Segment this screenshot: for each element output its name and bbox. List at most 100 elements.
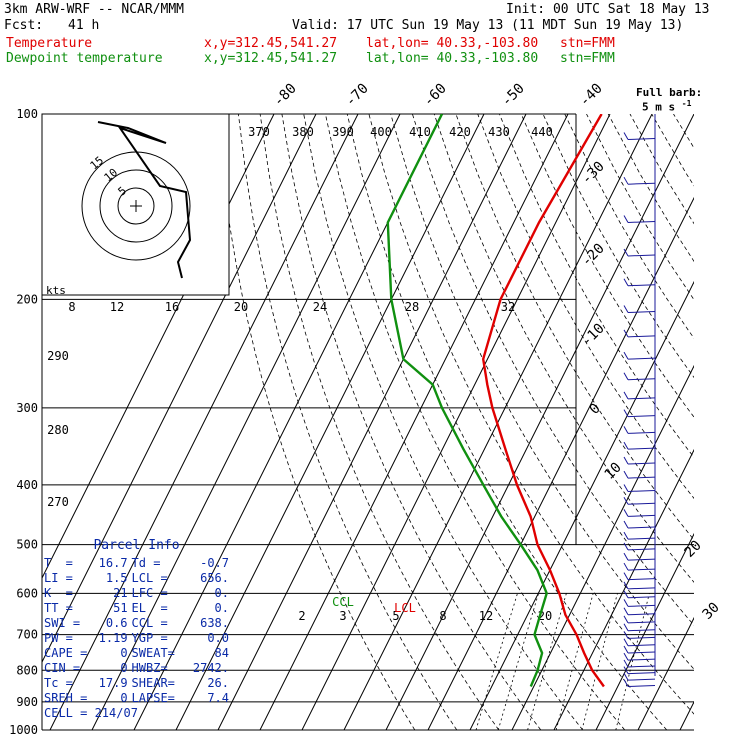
wind-barb-flag — [623, 542, 629, 551]
wind-barb-flag — [623, 391, 629, 400]
parcel-value: 0 — [120, 691, 128, 705]
forecast-label: Fcst: — [4, 18, 44, 33]
dry-adiabat-line — [325, 114, 626, 730]
wind-barb — [627, 644, 656, 647]
wind-barb-flag — [623, 509, 629, 517]
wind-barb — [627, 587, 656, 590]
wind-barb — [627, 678, 656, 681]
isotherm-line — [91, 114, 401, 730]
wind-barb-flag — [623, 520, 629, 529]
theta-label: 280 — [47, 423, 69, 437]
wind-barb-flag — [623, 426, 629, 434]
isotherm-label: -80 — [271, 81, 300, 110]
parcel-value: 656. — [200, 571, 229, 585]
parcel-label: SWI = — [44, 616, 81, 630]
theta-label: 380 — [292, 125, 314, 139]
isotherm-line — [511, 364, 694, 730]
parcel-label: CCL = — [131, 616, 168, 630]
wind-barb — [627, 335, 656, 338]
hodograph-ring — [117, 187, 155, 225]
speed-tick-label: 24 — [313, 300, 327, 314]
wind-barb — [627, 629, 656, 632]
wind-barb-flag — [623, 672, 629, 681]
isotherm-label: 10 — [602, 460, 625, 483]
theta-label: 420 — [449, 125, 471, 139]
parcel-info-title: Parcel Info — [93, 538, 180, 553]
wind-barb — [627, 514, 656, 517]
wind-barb — [627, 182, 656, 185]
parcel-label: SHEAR= — [131, 676, 175, 690]
isotherm-line — [722, 114, 740, 730]
parcel-value: -0.7 — [200, 556, 229, 570]
parcel-label: K = — [44, 586, 73, 600]
parcel-row: PW = 1.19 YGP = 0.0 — [44, 631, 229, 646]
theta-label: 390 — [332, 125, 354, 139]
wind-barb — [627, 672, 656, 675]
dry-adiabat-line — [368, 114, 694, 715]
isotherm-label: -50 — [499, 81, 528, 110]
wind-barb — [627, 578, 656, 581]
mixing-ratio-label: 2 — [298, 609, 305, 623]
wind-barb-flag — [623, 552, 629, 561]
theta-label: 370 — [248, 125, 270, 139]
barb-legend-exponent: -1 — [681, 99, 692, 108]
wind-barb — [627, 665, 656, 668]
parcel-row: CIN = 0 HWBZ= 2742. — [44, 661, 229, 676]
isotherm-line — [49, 114, 359, 730]
parcel-label: YGP = — [131, 631, 168, 645]
wind-barb-flag — [623, 470, 629, 479]
wind-barb — [627, 378, 656, 381]
temperature-legend: Temperature — [6, 36, 93, 51]
barb-legend-value: 5 m s -1 — [642, 97, 691, 115]
wind-barb — [627, 621, 656, 624]
hodograph-trace — [97, 121, 192, 279]
wind-barb — [627, 526, 656, 529]
wind-barb-flag — [623, 329, 629, 338]
isotherm-line — [427, 196, 694, 730]
theta-label: 270 — [47, 495, 69, 509]
parcel-label: Td = — [131, 556, 161, 570]
isotherm-line — [259, 114, 569, 730]
speed-tick-label: 16 — [165, 300, 179, 314]
model-title: 3km ARW-WRF -- NCAR/MMM — [4, 2, 185, 17]
wind-barb-flag — [623, 351, 629, 360]
wind-barb — [627, 651, 656, 654]
dewpoint-legend: Dewpoint temperature — [6, 51, 163, 66]
ccl-annotation: CCL — [332, 595, 354, 609]
wind-barb — [627, 613, 656, 616]
speed-tick-label: 12 — [110, 300, 124, 314]
isotherm-label: -30 — [579, 159, 608, 188]
speed-tick-label: 28 — [405, 300, 419, 314]
isotherm-label: -40 — [577, 81, 606, 110]
wind-barb-flag — [623, 248, 629, 257]
parcel-row: SREH = 0 LAPSE= 7.4 — [44, 691, 229, 706]
forecast-hour: 41 h — [68, 18, 100, 33]
temperature-profile — [481, 114, 605, 688]
parcel-value: 1.19 — [98, 631, 128, 645]
dry-adiabat-line — [238, 114, 458, 730]
speed-tick-label: 8 — [68, 300, 75, 314]
wind-barb-flag — [623, 631, 629, 639]
isotherm-label: 20 — [682, 538, 705, 561]
parcel-value: 0.6 — [105, 616, 128, 630]
wind-barb-flag — [623, 441, 629, 450]
isotherm-label: 0 — [587, 401, 604, 418]
pressure-label: 1000 — [9, 723, 38, 737]
parcel-label: PW = — [44, 631, 73, 645]
parcel-value: 84 — [214, 646, 229, 660]
dry-adiabat-line — [303, 114, 584, 730]
parcel-value: 0. — [214, 586, 229, 600]
wind-barb-flag — [623, 599, 629, 607]
parcel-info-rows: T = 16.7 Td = -0.7 LI = 1.5 LCL = 656. K = 21 LFC … — [44, 556, 229, 706]
wind-barb — [627, 636, 656, 639]
mixing-ratio-label: 3 — [339, 609, 346, 623]
isotherm-line — [385, 114, 694, 730]
parcel-value: 7.4 — [207, 691, 229, 705]
wind-barb — [627, 604, 656, 607]
wind-barb-flag — [623, 666, 629, 674]
wind-barb — [627, 658, 656, 661]
parcel-label: HWBZ= — [131, 661, 168, 675]
dewpoint-latlon: lat,lon= 40.33,-103.80 — [366, 51, 539, 66]
valid-time: Valid: 17 UTC Sun 19 May 13 (11 MDT Sun … — [292, 18, 684, 33]
